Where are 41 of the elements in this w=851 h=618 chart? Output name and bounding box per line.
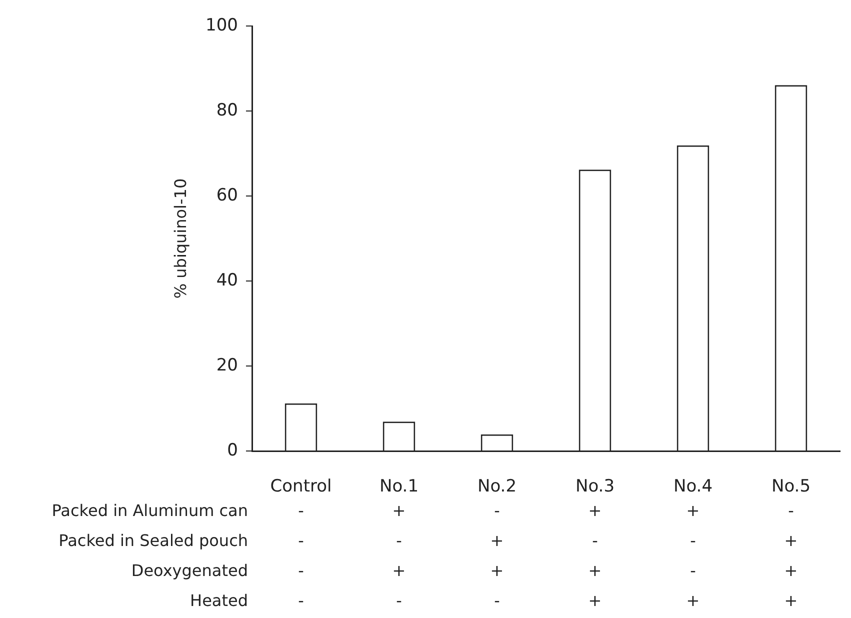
y-tick-label: 60 (216, 185, 238, 206)
text: Heated (190, 591, 248, 610)
text: - (298, 531, 304, 550)
x-tick-label: No.4 (673, 476, 713, 497)
text: - (690, 531, 696, 550)
x-tick-label: No.2 (477, 476, 517, 497)
text: - (396, 591, 402, 610)
x-tick-label: No.5 (771, 476, 811, 497)
text: + (784, 531, 798, 550)
y-tick-label: 80 (216, 100, 238, 120)
text: + (392, 501, 406, 520)
text: + (784, 591, 798, 610)
text: - (592, 531, 598, 550)
text: - (494, 501, 500, 520)
text: + (490, 531, 504, 550)
text: + (392, 561, 406, 580)
y-tick-label: 0 (227, 440, 238, 460)
text: - (690, 561, 696, 580)
text: + (686, 591, 700, 610)
text: - (494, 591, 500, 610)
text: + (588, 501, 602, 520)
text: - (396, 531, 402, 550)
x-tick-label: No.1 (379, 476, 419, 497)
text: - (298, 501, 304, 520)
y-axis-title: % ubiquinol-10 (170, 178, 190, 299)
text: + (784, 561, 798, 580)
x-tick-label: Control (270, 476, 332, 497)
text: + (588, 561, 602, 580)
text: - (298, 561, 304, 580)
y-tick-label: 100 (206, 15, 238, 36)
text: + (588, 591, 602, 610)
y-tick-label: 20 (216, 355, 238, 376)
text: + (686, 501, 700, 520)
text: - (298, 591, 304, 610)
x-tick-label: No.3 (575, 476, 615, 497)
text: Deoxygenated (131, 561, 248, 580)
text: - (788, 501, 794, 520)
text: Packed in Aluminum can (52, 501, 248, 520)
text: Packed in Sealed pouch (58, 531, 248, 550)
y-tick-label: 40 (216, 270, 238, 290)
text: + (490, 561, 504, 580)
